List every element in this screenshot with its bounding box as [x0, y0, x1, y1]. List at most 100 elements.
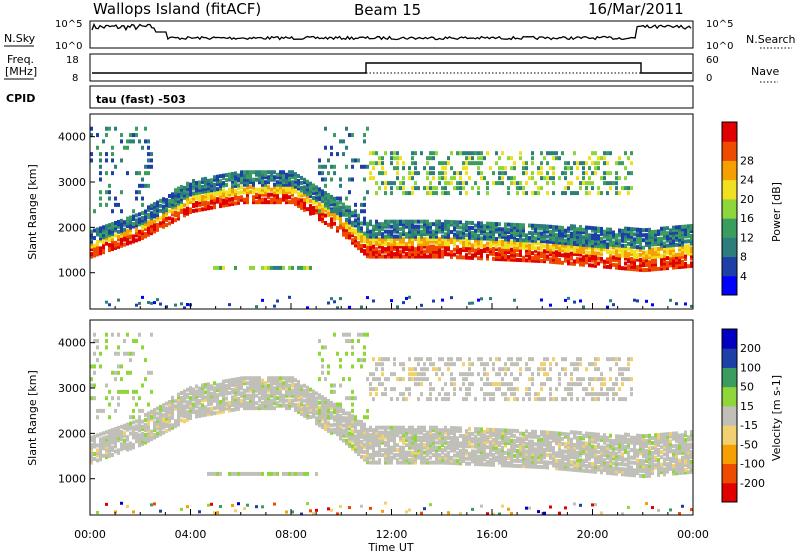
heatmap-cell [303, 413, 306, 418]
heatmap-cell [660, 239, 663, 244]
heatmap-cell [336, 409, 339, 414]
heatmap-cell [288, 386, 291, 391]
heatmap-cell [171, 217, 174, 222]
heatmap-cell [681, 224, 684, 229]
heatmap-cell [429, 433, 432, 438]
heatmap-cell [234, 392, 237, 397]
heatmap-cell [363, 332, 366, 337]
heatmap-cell [345, 438, 348, 443]
nsky-left-tick-bottom: 10^0 [55, 41, 82, 52]
heatmap-cell [183, 185, 186, 190]
heatmap-cell [135, 233, 138, 238]
freq-label-line2: [MHz] [5, 65, 37, 78]
heatmap-cell [462, 459, 465, 464]
heatmap-cell [579, 227, 582, 232]
heatmap-cell [450, 181, 453, 186]
heatmap-cell [501, 166, 504, 171]
heatmap-cell [195, 396, 198, 401]
heatmap-cell [510, 166, 513, 171]
heatmap-cell [414, 435, 417, 440]
heatmap-cell [540, 246, 543, 251]
heatmap-cell [462, 441, 465, 446]
heatmap-cell [252, 383, 255, 388]
heatmap-cell [339, 213, 342, 218]
heatmap-cell [372, 430, 375, 435]
heatmap-cell [606, 264, 609, 269]
heatmap-cell [372, 227, 375, 232]
heatmap-cell [234, 404, 237, 409]
heatmap-cell [348, 205, 351, 210]
heatmap-cell [162, 197, 165, 202]
heatmap-cell [315, 416, 318, 421]
heatmap-cell [453, 186, 456, 191]
heatmap-cell [405, 438, 408, 443]
heatmap-cell [459, 186, 462, 191]
heatmap-cell [453, 443, 456, 448]
heatmap-cell [450, 377, 453, 382]
heatmap-cell [465, 238, 468, 243]
heatmap-cell [342, 408, 345, 413]
heatmap-cell [366, 296, 369, 300]
heatmap-cell [402, 227, 405, 232]
heatmap-cell [459, 171, 462, 176]
heatmap-cell [108, 235, 111, 240]
heatmap-cell [306, 403, 309, 408]
heatmap-cell [366, 332, 369, 337]
heatmap-cell [108, 415, 111, 420]
heatmap-cell [471, 451, 474, 456]
heatmap-cell [402, 445, 405, 450]
heatmap-cell [357, 241, 360, 246]
heatmap-cell [264, 187, 267, 192]
heatmap-cell [183, 394, 186, 399]
heatmap-cell [243, 180, 246, 185]
heatmap-cell [564, 241, 567, 246]
heatmap-cell [381, 433, 384, 438]
heatmap-cell [405, 450, 408, 455]
heatmap-cell [435, 254, 438, 259]
heatmap-cell [351, 177, 354, 182]
heatmap-cell [669, 260, 672, 265]
heatmap-cell [186, 196, 189, 201]
heatmap-cell [468, 228, 471, 233]
heatmap-cell [357, 447, 360, 452]
heatmap-cell [495, 457, 498, 462]
heatmap-cell [381, 254, 384, 259]
heatmap-cell [351, 424, 354, 429]
heatmap-cell [549, 151, 552, 156]
heatmap-cell [219, 186, 222, 191]
heatmap-cell [600, 256, 603, 261]
heatmap-cell [513, 458, 516, 463]
heatmap-cell [465, 449, 468, 454]
heatmap-cell [444, 234, 447, 239]
heatmap-cell [102, 225, 105, 230]
heatmap-cell [345, 423, 348, 428]
heatmap-cell [375, 239, 378, 244]
heatmap-cell [411, 191, 414, 196]
heatmap-cell [282, 398, 285, 403]
heatmap-cell [462, 245, 465, 250]
heatmap-cell [351, 230, 354, 235]
heatmap-cell [678, 235, 681, 240]
heatmap-cell [321, 407, 324, 412]
heatmap-cell [642, 258, 645, 263]
heatmap-cell [477, 156, 480, 161]
heatmap-cell [588, 255, 591, 260]
heatmap-cell [201, 177, 204, 182]
heatmap-cell [633, 264, 636, 269]
heatmap-cell [513, 298, 516, 302]
heatmap-cell [90, 450, 93, 455]
heatmap-cell [162, 405, 165, 410]
heatmap-cell [204, 179, 207, 184]
heatmap-cell [438, 247, 441, 252]
heatmap-cell [105, 171, 108, 176]
heatmap-cell [477, 251, 480, 256]
heatmap-cell [378, 252, 381, 257]
heatmap-cell [195, 203, 198, 208]
heatmap-cell [324, 409, 327, 414]
heatmap-cell [321, 206, 324, 211]
heatmap-cell [276, 265, 279, 270]
heatmap-cell [96, 510, 99, 514]
heatmap-cell [318, 189, 321, 194]
heatmap-cell [447, 247, 450, 252]
heatmap-cell [552, 252, 555, 257]
